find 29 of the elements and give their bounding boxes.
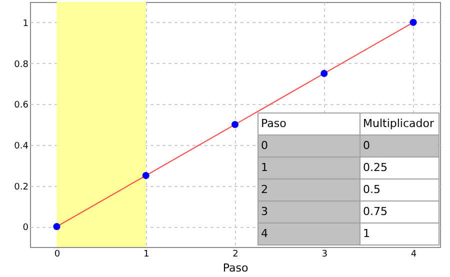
y-tick-label: 0.8 — [14, 60, 29, 70]
annotation: 0 — [363, 139, 370, 152]
y-tick-label: 0.2 — [14, 182, 28, 192]
y-tick-label: 1 — [22, 18, 28, 29]
annotation: 0.25 — [363, 161, 388, 174]
y-tick-label: 0.6 — [14, 100, 29, 111]
annotation: 2 — [261, 183, 268, 196]
x-tick-label: 4 — [410, 250, 417, 260]
point — [53, 223, 60, 230]
annotation: Paso — [261, 117, 287, 130]
annotation: 1 — [363, 227, 370, 240]
point — [410, 18, 417, 26]
annotation: 0.5 — [363, 183, 380, 196]
annotation: 4 — [261, 227, 268, 240]
point — [320, 70, 328, 77]
annotation: 3 — [261, 205, 268, 218]
x-tick-label: 1 — [144, 250, 150, 260]
point — [231, 120, 239, 128]
annotation: 1 — [261, 161, 268, 174]
point — [142, 172, 150, 180]
x-tick-label: 3 — [322, 250, 328, 260]
annotation: 0 — [261, 139, 268, 152]
x-axis-title: Paso — [222, 262, 248, 274]
annotation: Multiplicador — [363, 117, 434, 130]
y-tick-label: 0 — [22, 223, 29, 234]
annotation: 0.75 — [363, 205, 388, 218]
x-tick-label: 0 — [54, 250, 60, 260]
y-tick-label: 0.4 — [14, 141, 29, 152]
x-tick-label: 2 — [232, 250, 238, 260]
